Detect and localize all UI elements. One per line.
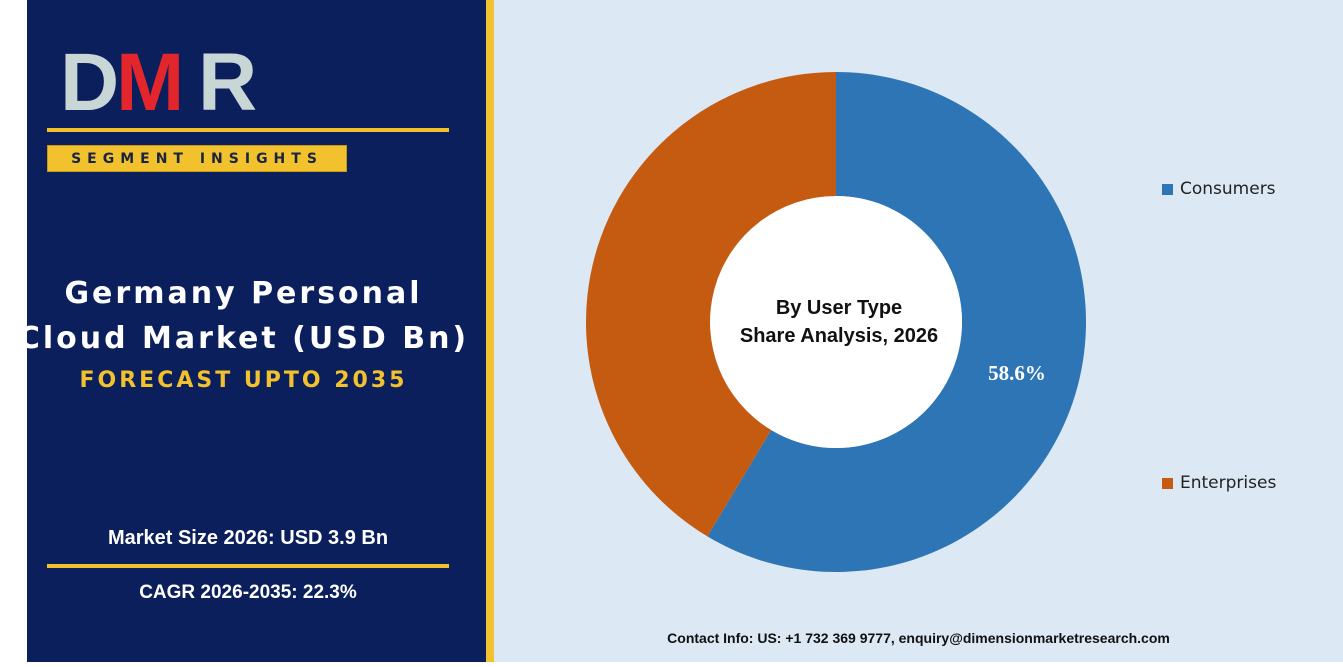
contact-info: Contact Info: US: +1 732 369 9777, enqui…	[667, 630, 1170, 646]
legend-label-consumers: Consumers	[1180, 179, 1276, 199]
logo-letter-d: D	[60, 37, 119, 116]
segment-insights-label: SEGMENT INSIGHTS	[71, 150, 323, 167]
left-info-panel	[27, 0, 486, 662]
report-title-line1: Germany Personal	[64, 276, 423, 311]
data-label-consumers: 58.6%	[988, 361, 1046, 385]
donut-slice-consumers	[707, 72, 1086, 572]
top-gold-line	[47, 128, 449, 132]
legend-item-enterprises: Enterprises	[1162, 473, 1276, 493]
chart-title-line2: Share Analysis, 2026	[739, 325, 939, 347]
cagr-stat: CAGR 2026-2035: 22.3%	[139, 582, 357, 603]
market-size-stat: Market Size 2026: USD 3.9 Bn	[107, 527, 389, 549]
donut-slice-enterprises	[586, 72, 836, 537]
report-title-line2: Cloud Market (USD Bn)	[17, 321, 470, 356]
stat-divider-line	[47, 564, 449, 568]
donut-chart: 58.6%	[586, 72, 1086, 572]
legend-label-enterprises: Enterprises	[1180, 473, 1277, 493]
logo-letter-m: M	[116, 37, 184, 116]
donut-hole	[710, 196, 962, 448]
report-subtitle: FORECAST UPTO 2035	[79, 368, 408, 393]
gold-divider	[486, 0, 494, 662]
legend-swatch-enterprises	[1162, 477, 1173, 489]
chart-center-label: By User Type Share Analysis, 2026	[714, 294, 964, 350]
dmr-logo: D M R	[60, 37, 257, 116]
logo-letter-r: R	[198, 37, 257, 116]
legend-swatch-consumers	[1162, 183, 1173, 195]
segment-insights-badge: SEGMENT INSIGHTS	[47, 145, 347, 172]
legend-item-consumers: Consumers	[1162, 179, 1276, 199]
chart-title-line1: By User Type	[775, 297, 903, 319]
